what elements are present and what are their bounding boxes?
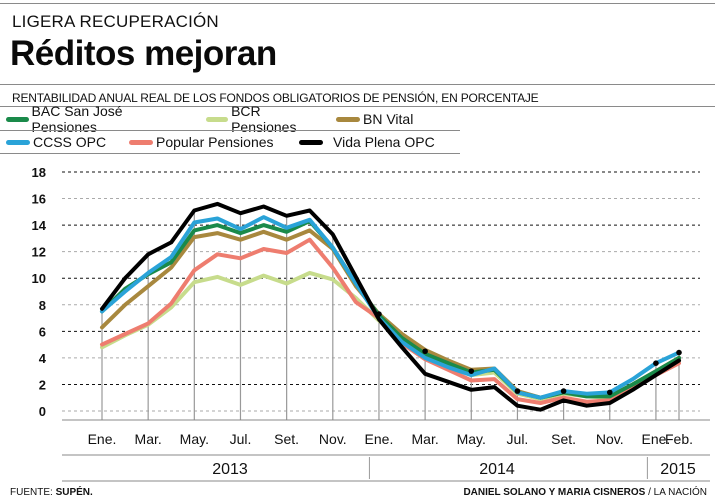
series-lines xyxy=(100,201,681,412)
y-tick-label: 14 xyxy=(32,218,47,233)
legend-label: BAC San José Pensiones xyxy=(31,103,123,135)
y-tick-label: 6 xyxy=(39,324,46,339)
data-point-marker xyxy=(606,389,613,396)
data-point-marker xyxy=(422,348,428,355)
legend-item: Popular Pensiones xyxy=(129,134,279,150)
series-line-popular-pensiones xyxy=(100,237,681,405)
data-point-marker xyxy=(560,388,567,394)
y-tick-label: 4 xyxy=(39,351,47,366)
credit-authors: DANIEL SOLANO Y MARIA CISNEROS xyxy=(463,487,646,498)
year-label: 2015 xyxy=(660,461,696,478)
series-line-bn-vital xyxy=(100,228,681,400)
legend-label: Vida Plena OPC xyxy=(333,134,435,150)
legend-rule-1 xyxy=(0,130,460,131)
legend-swatch xyxy=(336,116,360,122)
data-point-marker xyxy=(676,349,682,356)
y-tick-label: 18 xyxy=(32,165,46,180)
source-value: SUPÉN. xyxy=(55,487,93,498)
x-tick-label: Ene. xyxy=(642,431,671,447)
data-point-marker xyxy=(468,368,475,374)
data-point-marker xyxy=(376,311,382,317)
legend-row-1: BAC San José Pensiones BCR Pensiones BN … xyxy=(6,103,427,135)
x-tick-label: Set. xyxy=(274,431,299,447)
y-tick-label: 10 xyxy=(32,271,46,286)
page-title: Réditos mejoran xyxy=(10,34,277,73)
top-rule xyxy=(0,3,715,4)
legend-label: Popular Pensiones xyxy=(156,134,274,150)
source-label: FUENTE: xyxy=(10,487,56,498)
credit-outlet: / LA NACIÓN xyxy=(645,487,707,498)
x-tick-label: Jul. xyxy=(230,431,252,447)
y-tick-label: 12 xyxy=(32,245,46,260)
y-tick-label: 0 xyxy=(39,404,46,419)
legend-item: Vida Plena OPC xyxy=(299,134,435,150)
line-chart: 0 2 4 6 8 10 12 14 16 18 Ene. Mar. May. Jul. Set. Nov.… xyxy=(32,165,710,482)
legend-swatch xyxy=(206,116,229,122)
x-tick-label: May. xyxy=(180,431,209,447)
y-tick-label: 2 xyxy=(39,377,46,392)
x-tick-label: Nov. xyxy=(596,431,624,447)
x-tick-label: Ene. xyxy=(88,431,117,447)
series-line-vida-plena-opc xyxy=(100,201,681,412)
series-line-ccss-opc xyxy=(100,215,681,400)
x-axis: Ene. Mar. May. Jul. Set. Nov. Ene. Mar. May. Jul.… xyxy=(62,419,710,482)
legend-swatch xyxy=(299,139,323,145)
kicker: LIGERA RECUPERACIÓN xyxy=(12,12,219,31)
x-tick-label: Jul. xyxy=(507,431,529,447)
legend-item: CCSS OPC xyxy=(6,134,111,150)
legend-label: CCSS OPC xyxy=(33,134,107,150)
y-axis: 0 2 4 6 8 10 12 14 16 18 xyxy=(32,165,47,419)
legend-swatch xyxy=(6,139,30,145)
x-tick-label: Set. xyxy=(551,431,576,447)
title-rule xyxy=(0,84,715,85)
x-tick-label: Mar. xyxy=(135,431,162,447)
legend-item: BAC San José Pensiones xyxy=(6,103,182,135)
subtitle-rule xyxy=(0,106,715,107)
x-tick-label: Ene. xyxy=(365,431,394,447)
source-note: FUENTE: SUPÉN. xyxy=(10,487,93,498)
legend-item: BN Vital xyxy=(336,111,413,127)
legend-item: BCR Pensiones xyxy=(206,103,322,135)
data-point-marker xyxy=(653,360,659,366)
legend-swatch xyxy=(6,116,29,122)
legend-swatch xyxy=(129,139,153,145)
credit-note: DANIEL SOLANO Y MARIA CISNEROS / LA NACI… xyxy=(463,487,707,498)
x-tick-label: Feb. xyxy=(665,431,693,447)
data-point-marker xyxy=(514,388,521,394)
x-tick-label: Nov. xyxy=(319,431,347,447)
year-label: 2014 xyxy=(479,461,515,478)
legend-label: BCR Pensiones xyxy=(231,103,297,135)
legend-row-2: CCSS OPC Popular Pensiones Vida Plena OP… xyxy=(6,132,449,152)
x-tick-label: May. xyxy=(457,431,486,447)
legend-label: BN Vital xyxy=(363,111,414,127)
gridlines xyxy=(62,171,700,412)
x-tick-label: Mar. xyxy=(412,431,439,447)
series-line-bac-san-jos-pensiones xyxy=(100,219,681,400)
chart-subtitle: RENTABILIDAD ANUAL REAL DE LOS FONDOS OB… xyxy=(12,91,539,105)
year-label: 2013 xyxy=(212,461,248,478)
y-tick-label: 8 xyxy=(39,298,46,313)
y-tick-label: 16 xyxy=(32,192,46,207)
data-markers xyxy=(376,311,682,396)
legend-rule-2 xyxy=(0,153,460,154)
